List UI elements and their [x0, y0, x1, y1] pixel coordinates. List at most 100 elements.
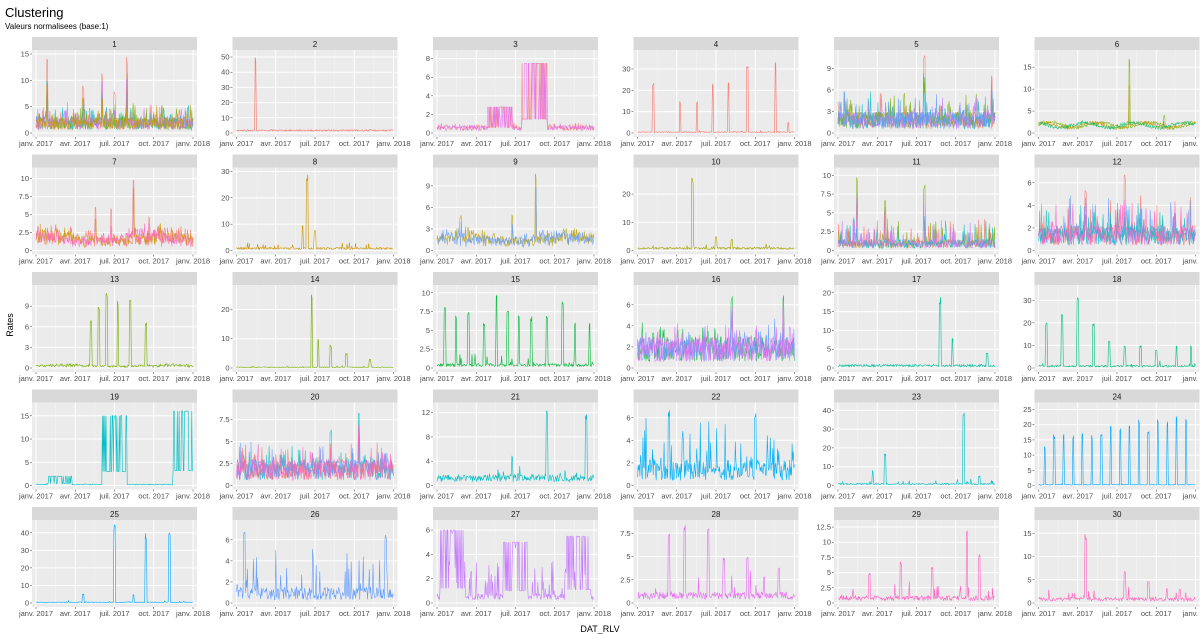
y-tick-label: 0	[1027, 599, 1031, 608]
series-line	[236, 531, 394, 601]
x-tick-label: janv. 2018	[977, 139, 1012, 148]
y-tick-label: 0	[25, 246, 29, 255]
x-tick-label: avr. 2017	[661, 492, 692, 501]
facet-strip-label: 5	[914, 40, 919, 49]
x-tick-label: janv. 2017	[18, 257, 53, 266]
facet-strip-label: 30	[1113, 510, 1122, 519]
y-tick-label: 7.5	[821, 553, 831, 562]
x-tick-label: juil. 2017	[1101, 492, 1132, 501]
x-tick-label: janv. 2017	[1020, 492, 1055, 501]
facet-strip	[433, 272, 598, 285]
x-tick-label: oct. 2017	[940, 257, 971, 266]
facet-strip-label: 23	[912, 393, 921, 402]
facet-2: 2 janv. 2017 avr. 2017 juil. 2017 oct. 2017 j…	[218, 37, 411, 148]
series-line	[236, 425, 394, 482]
y-tick-label: 10	[622, 107, 630, 116]
x-tick-label: janv. 2018	[576, 374, 611, 383]
facet-strip-label: 9	[513, 158, 518, 167]
y-tick-label: 30	[1023, 296, 1031, 305]
x-tick-label: avr. 2017	[60, 492, 91, 501]
x-tick-label: avr. 2017	[461, 492, 492, 501]
facet-strip	[232, 37, 398, 50]
series-line	[436, 187, 595, 247]
facet-strip-label: 13	[110, 275, 119, 284]
y-tick-label: 20	[622, 86, 630, 95]
x-tick-label: oct. 2017	[339, 492, 370, 501]
x-tick-label: juil. 2017	[700, 609, 731, 618]
y-tick-label: 6	[1027, 178, 1031, 187]
x-tick-label: janv. 2017	[820, 609, 855, 618]
x-tick-label: janv. 2017	[419, 609, 454, 618]
y-tick-label: 2	[426, 110, 430, 119]
facet-6: 6 janv. 2017 avr. 2017 juil. 2017 oct. 2017 j…	[1020, 37, 1200, 148]
x-tick-label: oct. 2017	[1141, 609, 1172, 618]
y-tick-label: 5	[225, 437, 229, 446]
y-tick-label: 5	[827, 568, 831, 577]
x-tick-label: juil. 2017	[299, 609, 330, 618]
y-tick-label: 2	[225, 577, 229, 586]
facet-strip-label: 17	[912, 275, 921, 284]
x-tick-label: oct. 2017	[940, 374, 971, 383]
facet-strip	[1034, 389, 1200, 403]
x-tick-label: avr. 2017	[1062, 374, 1093, 383]
series-line	[1038, 202, 1196, 246]
y-tick-label: 30	[21, 546, 29, 555]
y-tick-label: 10	[21, 581, 29, 590]
y-tick-label: 0	[626, 129, 630, 138]
x-tick-label: janv. 2018	[175, 139, 210, 148]
facet-strip	[834, 389, 999, 403]
series-line	[837, 191, 996, 249]
facet-20: 20 janv. 2017 avr. 2017 juil. 2017 oct. 2017…	[218, 389, 411, 501]
x-tick-label: janv. 20	[1182, 139, 1200, 148]
facet-1: 1 janv. 2017 avr. 2017 juil. 2017 oct. 2017 j…	[18, 37, 210, 148]
x-tick-label: janv. 20	[1182, 257, 1200, 266]
x-tick-label: oct. 2017	[539, 257, 570, 266]
x-tick-label: avr. 2017	[862, 492, 893, 501]
series-line	[837, 412, 996, 486]
y-tick-label: 20	[1023, 420, 1031, 429]
series-line	[35, 292, 194, 369]
facet-strip	[32, 507, 197, 520]
x-tick-label: avr. 2017	[461, 374, 492, 383]
y-tick-label: 5	[626, 552, 630, 561]
y-tick-label: 2.5	[821, 583, 831, 592]
x-axis-label: DAT_RLV	[580, 624, 620, 634]
x-tick-label: oct. 2017	[740, 492, 771, 501]
y-tick-label: 15	[823, 307, 831, 316]
x-tick-label: juil. 2017	[900, 257, 931, 266]
facet-strip-label: 24	[1113, 393, 1122, 402]
series-line	[1038, 297, 1196, 369]
x-tick-label: oct. 2017	[339, 257, 370, 266]
y-tick-label: 3	[426, 224, 430, 233]
x-tick-label: oct. 2017	[1141, 139, 1172, 148]
y-tick-label: 10	[622, 218, 630, 227]
facet-strip-label: 6	[1115, 40, 1120, 49]
x-tick-label: janv. 2017	[1020, 374, 1055, 383]
y-tick-label: 4	[1027, 201, 1031, 210]
x-tick-label: janv. 2018	[776, 374, 811, 383]
y-tick-label: 20	[823, 443, 831, 452]
facet-5: 5 janv. 2017 avr. 2017 juil. 2017 oct. 2017 j…	[820, 37, 1012, 148]
facet-27: 27 janv. 2017 avr. 2017 juil. 2017 oct. 2017…	[419, 507, 611, 618]
y-tick-label: 0	[25, 129, 29, 138]
x-tick-label: janv. 2018	[175, 609, 210, 618]
series-line	[837, 90, 996, 130]
x-tick-label: avr. 2017	[661, 609, 692, 618]
x-tick-label: juil. 2017	[700, 139, 731, 148]
facet-25: 25 janv. 2017 avr. 2017 juil. 2017 oct. 2017…	[18, 507, 210, 618]
x-tick-label: avr. 2017	[862, 609, 893, 618]
x-tick-label: oct. 2017	[1141, 374, 1172, 383]
y-tick-label: 8	[426, 54, 430, 63]
x-tick-label: juil. 2017	[499, 492, 530, 501]
y-tick-label: 6	[626, 413, 630, 422]
series-line	[1038, 534, 1196, 603]
x-tick-label: janv. 2018	[175, 257, 210, 266]
facet-strip-label: 10	[712, 158, 721, 167]
x-tick-label: janv. 2018	[576, 139, 611, 148]
x-tick-label: avr. 2017	[1062, 609, 1093, 618]
x-tick-label: juil. 2017	[98, 374, 129, 383]
y-tick-label: 10	[1023, 85, 1031, 94]
x-tick-label: avr. 2017	[1062, 492, 1093, 501]
